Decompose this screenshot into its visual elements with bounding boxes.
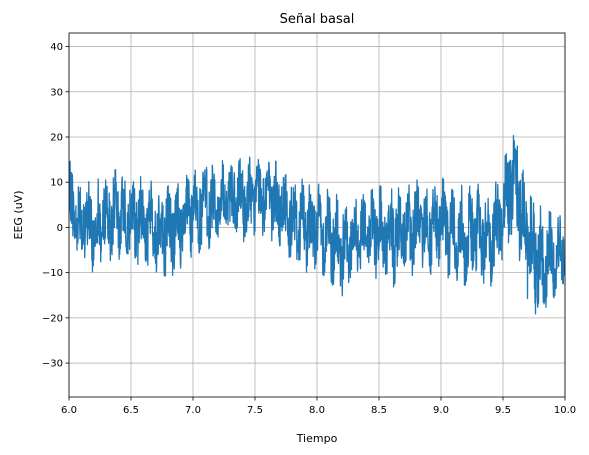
x-axis-label: Tiempo xyxy=(296,432,338,445)
y-tick-label: 30 xyxy=(50,87,63,98)
x-axis: 6.0 6.5 7.0 7.5 8.0 8.5 9.0 9.5 10.0 xyxy=(61,397,576,416)
y-tick-label: 40 xyxy=(50,42,63,53)
x-tick-label: 7.5 xyxy=(247,405,263,416)
y-tick-label: −30 xyxy=(42,359,63,370)
x-tick-label: 10.0 xyxy=(554,405,576,416)
y-tick-label: 10 xyxy=(50,178,63,189)
series-layer xyxy=(69,135,565,315)
y-axis-label: EEG (uV) xyxy=(12,190,25,239)
x-tick-label: 6.0 xyxy=(61,405,77,416)
x-tick-label: 8.5 xyxy=(371,405,387,416)
x-tick-label: 6.5 xyxy=(123,405,139,416)
x-tick-label: 8.0 xyxy=(309,405,325,416)
y-axis: −30 −20 −10 0 10 20 30 40 xyxy=(42,42,69,370)
y-tick-label: 0 xyxy=(57,223,63,234)
chart-title: Señal basal xyxy=(280,12,355,27)
x-tick-label: 9.5 xyxy=(495,405,511,416)
y-tick-label: −20 xyxy=(42,313,63,324)
x-tick-label: 9.0 xyxy=(433,405,449,416)
x-tick-label: 7.0 xyxy=(185,405,201,416)
y-tick-label: 20 xyxy=(50,133,63,144)
eeg-series-line xyxy=(69,135,565,315)
y-tick-label: −10 xyxy=(42,268,63,279)
